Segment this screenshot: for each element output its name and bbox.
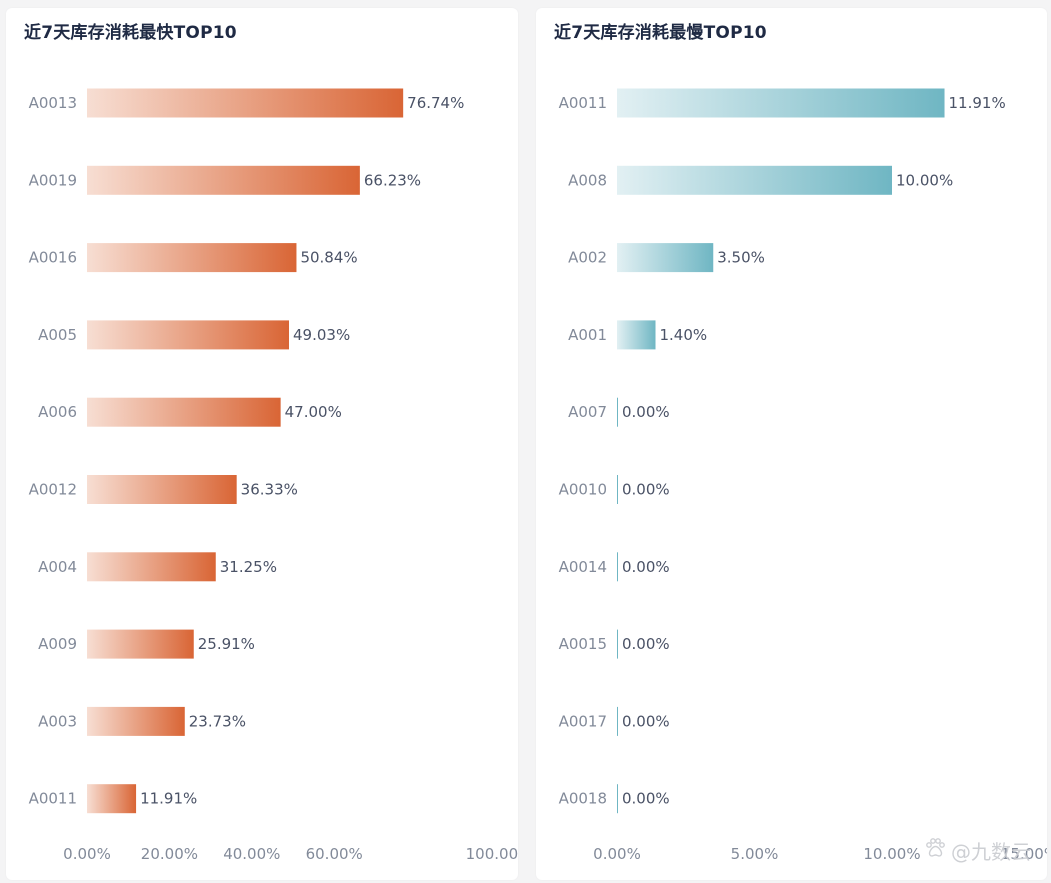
bar[interactable]	[617, 243, 714, 273]
bar[interactable]	[87, 552, 216, 582]
x-tick-label: 15.00%	[1001, 845, 1047, 863]
category-label: A0011	[29, 790, 77, 808]
value-label: 76.74%	[407, 94, 464, 112]
value-label: 11.91%	[140, 790, 197, 808]
fastest-chart-title: 近7天库存消耗最快TOP10	[24, 23, 237, 43]
x-tick-label: 100.00%	[466, 845, 518, 863]
value-label: 3.50%	[717, 249, 765, 267]
value-label: 1.40%	[660, 326, 708, 344]
category-label: A0011	[559, 94, 607, 112]
bar[interactable]	[617, 475, 618, 504]
value-label: 31.25%	[220, 558, 277, 576]
category-label: A007	[568, 403, 607, 421]
value-label: 0.00%	[622, 403, 670, 421]
value-label: 47.00%	[285, 403, 342, 421]
bar[interactable]	[87, 243, 297, 273]
bar[interactable]	[617, 552, 618, 582]
slowest-bar-chart: A0011 11.91% A008 10.00% A002 3.50% A001 1.40% A…	[559, 88, 1047, 863]
value-label: 0.00%	[622, 635, 670, 653]
x-tick-label: 0.00%	[593, 845, 641, 863]
category-label: A005	[38, 326, 77, 344]
x-tick-label: 40.00%	[223, 845, 280, 863]
slowest-consumption-chart-card: 近7天库存消耗最慢TOP10 A0011 11.91% A008 10.00% A002…	[536, 8, 1047, 880]
watermark-text: @九数云	[951, 840, 1031, 864]
x-tick-label: 20.00%	[141, 845, 198, 863]
fastest-bar-chart: A0013 76.74% A0019 66.23% A0016 50.84% A005 49.…	[29, 88, 518, 863]
bar[interactable]	[617, 320, 656, 350]
category-label: A0013	[29, 94, 77, 112]
value-label: 11.91%	[949, 94, 1006, 112]
category-label: A0015	[559, 635, 607, 653]
category-label: A0019	[29, 171, 77, 189]
paw-icon	[923, 836, 947, 865]
bar[interactable]	[617, 706, 618, 736]
bar[interactable]	[87, 320, 290, 350]
value-label: 49.03%	[293, 326, 350, 344]
watermark: @九数云	[923, 836, 1031, 865]
value-label: 50.84%	[300, 249, 357, 267]
category-label: A0018	[559, 790, 607, 808]
value-label: 25.91%	[198, 635, 255, 653]
category-label: A009	[38, 635, 77, 653]
bar[interactable]	[617, 397, 618, 427]
bar[interactable]	[87, 706, 185, 736]
bar[interactable]	[87, 165, 360, 195]
category-label: A0017	[559, 712, 607, 730]
slowest-chart-title: 近7天库存消耗最慢TOP10	[554, 23, 767, 43]
bar[interactable]	[87, 88, 404, 118]
category-label: A004	[38, 558, 77, 576]
fastest-consumption-chart-card: 近7天库存消耗最快TOP10 A0013 76.74% A0019 66.23% A00…	[6, 8, 518, 880]
bar[interactable]	[87, 475, 237, 504]
value-label: 66.23%	[364, 171, 421, 189]
bar[interactable]	[617, 165, 892, 195]
category-label: A0012	[29, 481, 77, 499]
category-label: A008	[568, 171, 607, 189]
bar[interactable]	[87, 629, 194, 659]
x-tick-label: 5.00%	[731, 845, 779, 863]
x-tick-label: 10.00%	[863, 845, 920, 863]
bar[interactable]	[617, 629, 618, 659]
value-label: 0.00%	[622, 481, 670, 499]
bar[interactable]	[617, 88, 945, 118]
value-label: 0.00%	[622, 712, 670, 730]
value-label: 36.33%	[241, 481, 298, 499]
category-label: A0014	[559, 558, 607, 576]
x-tick-label: 60.00%	[306, 845, 363, 863]
category-label: A006	[38, 403, 77, 421]
value-label: 0.00%	[622, 790, 670, 808]
bar[interactable]	[87, 397, 281, 427]
value-label: 10.00%	[896, 171, 953, 189]
category-label: A0016	[29, 249, 77, 267]
category-label: A002	[568, 249, 607, 267]
x-tick-label: 0.00%	[63, 845, 111, 863]
value-label: 23.73%	[189, 712, 246, 730]
category-label: A003	[38, 712, 77, 730]
category-label: A0010	[559, 481, 607, 499]
bar[interactable]	[617, 784, 618, 814]
category-label: A001	[568, 326, 607, 344]
bar[interactable]	[87, 784, 137, 814]
value-label: 0.00%	[622, 558, 670, 576]
